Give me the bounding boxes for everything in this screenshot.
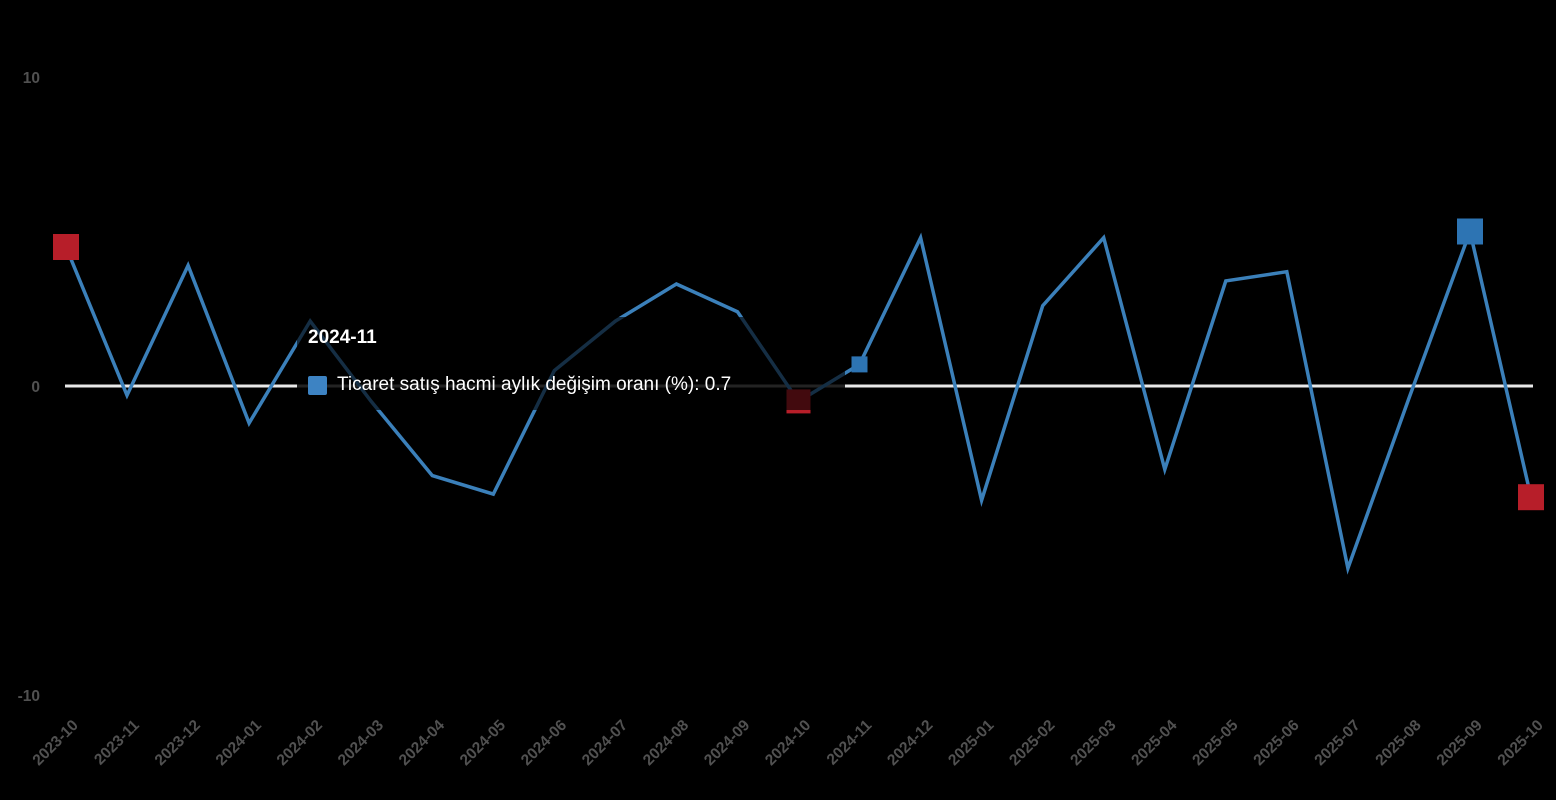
x-axis-tick-label: 2024-11 (824, 717, 876, 769)
x-axis-tick-label: 2025-08 (1372, 717, 1425, 770)
x-axis-tick-label: 2024-09 (701, 717, 754, 770)
x-axis-tick-label: 2024-02 (274, 717, 326, 769)
x-axis-tick-label: 2024-03 (335, 717, 388, 770)
x-axis-tick-label: 2025-02 (1006, 717, 1058, 769)
x-axis-tick-label: 2024-08 (640, 717, 693, 770)
x-axis-tick-label: 2025-05 (1189, 717, 1242, 770)
x-axis-tick-label: 2023-10 (30, 717, 82, 769)
y-axis-tick-label: 10 (23, 70, 40, 87)
x-axis-tick-label: 2025-01 (945, 717, 998, 770)
x-axis-tick-label: 2024-01 (213, 717, 266, 770)
data-point-marker-blue[interactable] (1457, 218, 1483, 245)
hovered-data-point-marker-blue[interactable] (851, 356, 868, 373)
data-point-marker-red (786, 389, 811, 410)
x-axis-tick-label: 2024-07 (579, 717, 631, 769)
x-axis-tick-label: 2023-11 (91, 717, 143, 769)
x-axis-tick-label: 2025-03 (1067, 717, 1120, 770)
tooltip-backdrop (297, 317, 845, 410)
dimmed-line-under-tooltip (297, 317, 845, 410)
y-axis-tick-label: -10 (18, 688, 40, 705)
x-axis-tick-label: 2025-10 (1495, 717, 1547, 769)
x-axis-tick-label: 2025-09 (1434, 717, 1487, 770)
x-axis-tick-label: 2024-10 (762, 717, 814, 769)
y-axis-tick-label: 0 (31, 379, 40, 396)
x-axis-tick-label: 2023-12 (152, 717, 204, 769)
x-axis-tick-label: 2025-04 (1128, 717, 1181, 770)
data-point-marker-red[interactable] (1518, 484, 1544, 511)
x-axis-tick-label: 2024-12 (884, 717, 936, 769)
data-point-marker-red[interactable] (53, 234, 79, 260)
x-axis-tick-label: 2024-05 (457, 717, 510, 770)
x-axis-tick-label: 2024-04 (396, 717, 449, 770)
x-axis-tick-label: 2024-06 (518, 717, 571, 770)
x-axis-tick-label: 2025-06 (1250, 717, 1303, 770)
x-axis-tick-label: 2025-07 (1311, 717, 1363, 769)
